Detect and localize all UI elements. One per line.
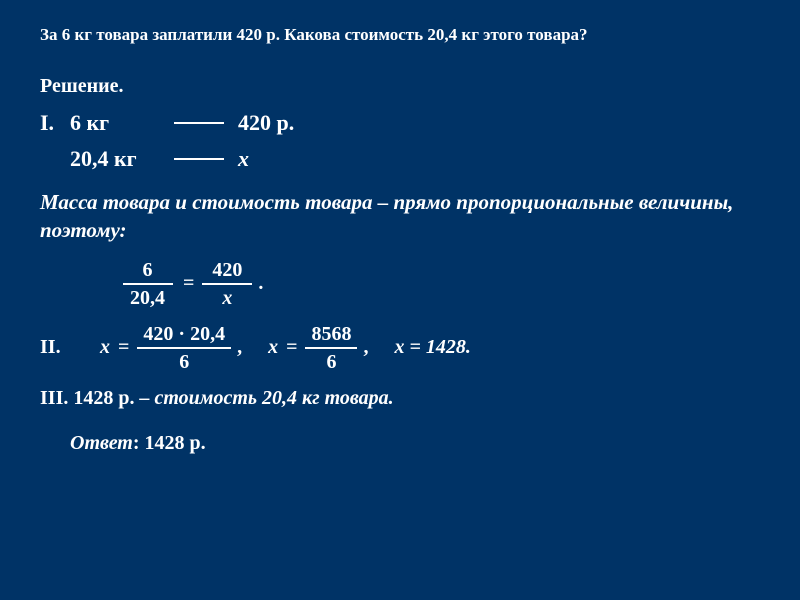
- comma: ,: [237, 336, 242, 359]
- price: 1428 р.: [73, 387, 134, 409]
- dash-icon: [174, 122, 224, 124]
- answer-value: : 1428 р.: [133, 432, 206, 454]
- step1-row2: 20,4 кг x: [40, 146, 760, 172]
- price-2: x: [238, 146, 249, 172]
- roman-2: II.: [40, 336, 70, 359]
- fraction-right: 420 x: [202, 259, 252, 309]
- answer: Ответ: 1428 р.: [70, 432, 760, 455]
- den: 20,4: [120, 285, 175, 309]
- proportion: 6 20,4 = 420 x .: [120, 259, 760, 309]
- num: 420 · 20,4: [137, 323, 231, 349]
- fraction: 420 · 20,4 6: [137, 323, 231, 373]
- slide: За 6 кг товара заплатили 420 р. Какова с…: [0, 0, 800, 480]
- x: x: [268, 336, 278, 359]
- equals: =: [183, 272, 194, 295]
- comma: ,: [363, 336, 368, 359]
- fraction: 8568 6: [305, 323, 357, 373]
- mass-2: 20,4 кг: [70, 146, 160, 172]
- roman-1: I.: [40, 110, 70, 136]
- roman-3: III.: [40, 387, 68, 409]
- num: 420: [202, 259, 252, 285]
- problem-title: За 6 кг товара заплатили 420 р. Какова с…: [40, 25, 760, 45]
- den: x: [212, 285, 242, 309]
- result: x = 1428.: [394, 336, 470, 359]
- solution-label: Решение.: [40, 75, 760, 98]
- seg1: x = 420 · 20,4 6 ,: [100, 323, 242, 373]
- price-1: 420 р.: [238, 110, 294, 136]
- x: x: [100, 336, 110, 359]
- answer-label: Ответ: [70, 432, 133, 454]
- num: 8568: [305, 323, 357, 349]
- seg2: x = 8568 6 ,: [268, 323, 368, 373]
- den: 6: [320, 349, 342, 373]
- step1-row1: I. 6 кг 420 р.: [40, 110, 760, 136]
- seg3: x = 1428.: [394, 336, 470, 359]
- den: 6: [173, 349, 195, 373]
- fraction-left: 6 20,4: [120, 259, 175, 309]
- conclusion: III. 1428 р. – стоимость 20,4 кг товара.: [40, 387, 760, 410]
- step2: II. x = 420 · 20,4 6 , x = 8568 6 , x = …: [40, 323, 760, 373]
- mass-1: 6 кг: [70, 110, 160, 136]
- dash: –: [139, 387, 154, 409]
- period: .: [258, 272, 263, 295]
- tail: стоимость 20,4 кг товара.: [154, 387, 393, 409]
- dash-icon: [174, 158, 224, 160]
- explanation: Масса товара и стоимость товара – прямо …: [40, 188, 760, 245]
- equals: =: [118, 336, 129, 359]
- num: 6: [123, 259, 173, 285]
- equals: =: [286, 336, 297, 359]
